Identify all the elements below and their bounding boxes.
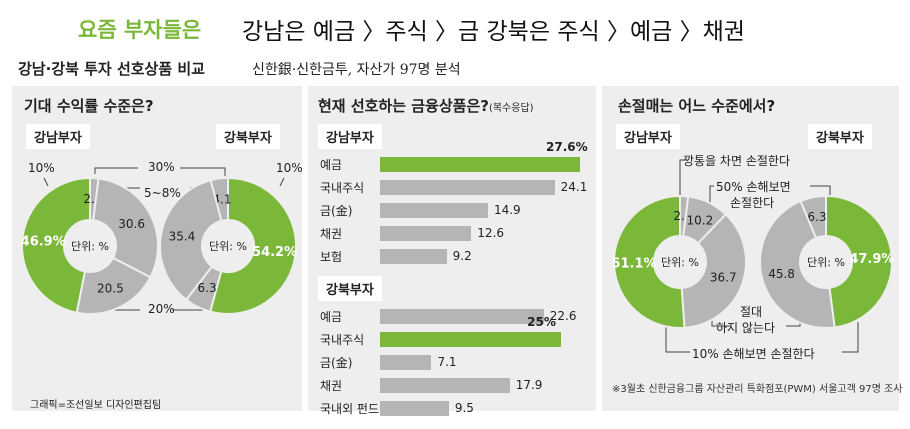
gangbuk-products-bar-4	[380, 401, 449, 416]
left-callout-10-a: 10%	[28, 161, 55, 175]
expected-return-gangbuk-donut-slice-3	[184, 265, 223, 313]
gangnam-products-category-4: 보험	[320, 250, 343, 264]
gangbuk-products-value-3: 17.9	[515, 378, 543, 392]
stop-loss-gangbuk-donut-value-label-0: 47.9%	[849, 252, 894, 267]
middle-panel-title: 현재 선호하는 금융상품은?	[318, 97, 489, 115]
gangbuk-products-category-1: 국내주식	[320, 333, 365, 347]
stop-loss-gangbuk-donut-unit-label: 단위: %	[807, 256, 845, 269]
expected-return-gangnam-donut-unit-label: 단위: %	[71, 240, 109, 253]
stop-loss-gangnam-donut-slice-0	[613, 194, 686, 329]
gangbuk-products-value-4: 9.5	[454, 401, 474, 415]
middle-gangnam-label: 강남부자	[318, 124, 382, 149]
expected-return-gangnam-donut-slice-2	[92, 177, 159, 279]
gangnam-products-bar-1	[380, 180, 555, 195]
gangnam-products-bar-4	[380, 249, 447, 264]
right-callout-50-b: 손절한다	[730, 196, 775, 210]
gangbuk-products-category-2: 금(金)	[320, 356, 353, 370]
right-callout-never-b: 하지 않는다	[716, 321, 776, 335]
left-callout-20: 20%	[148, 302, 175, 316]
left-callout-30: 30%	[148, 160, 175, 174]
right-panel-title: 손절매는 어느 수준에서?	[618, 97, 776, 115]
gangnam-products-value-0: 27.6%	[546, 140, 588, 154]
right-callout-never-a: 절대	[740, 305, 763, 319]
expected-return-gangnam-donut-slice-0	[21, 176, 91, 314]
gangbuk-products-value-2: 7.1	[437, 355, 457, 369]
right-callout-10pct: 10% 손해보면 손절한다	[692, 347, 815, 361]
gangnam-products-bar-2	[380, 203, 488, 218]
gangnam-products-category-0: 예금	[320, 158, 343, 172]
gangbuk-products-category-4: 국내외 펀드	[320, 402, 380, 416]
gangnam-products-category-3: 채권	[320, 227, 343, 241]
stop-loss-gangbuk-donut-slice-2	[759, 199, 836, 329]
stop-loss-gangnam-donut: 51.1%2.010.236.7단위: %	[611, 194, 747, 329]
expected-return-gangnam-donut-value-label-3: 20.5	[97, 281, 124, 295]
stop-loss-gangnam-donut-slice-3	[680, 213, 747, 329]
header-source: 신한銀·신한금투, 자산가 97명 분석	[252, 62, 461, 78]
gangnam-products-bar-0	[380, 157, 580, 172]
expected-return-gangnam-donut: 46.9%2.030.620.5단위: %	[21, 176, 159, 315]
gangbuk-products-value-1: 25%	[527, 315, 556, 329]
expected-return-gangbuk-donut-value-label-3: 6.3	[198, 281, 217, 295]
gangnam-products-value-1: 24.1	[560, 180, 588, 194]
right-callout-50-a: 50% 손해보면	[716, 180, 791, 194]
gangbuk-products-bar-1	[380, 332, 562, 347]
stop-loss-gangbuk-donut: 47.9% 6.3 45.8 단위: %	[759, 194, 894, 329]
left-gangnam-label: 강남부자	[26, 124, 90, 149]
stop-loss-gangnam-donut-value-label-3: 36.7	[710, 271, 737, 285]
gangnam-products-value-3: 12.6	[477, 226, 505, 240]
stop-loss-gangnam-donut-value-label-0: 51.1%	[611, 257, 656, 272]
stop-loss-gangbuk-donut-value-label-1: 6.3	[807, 210, 826, 224]
header-subtitle: 강남·강북 투자 선호상품 비교	[18, 60, 205, 78]
stop-loss-gangnam-donut-value-label-2: 10.2	[686, 214, 713, 228]
expected-return-gangbuk-donut-slice-0	[209, 176, 297, 315]
right-gangnam-label: 강남부자	[616, 124, 680, 149]
expected-return-gangnam-donut-slice-3	[75, 256, 152, 315]
gangnam-products-value-4: 9.2	[452, 249, 472, 263]
expected-return-gangnam-donut-value-label-2: 30.6	[118, 217, 145, 231]
gangbuk-products-bar-2	[380, 355, 432, 370]
left-callout-5-8: 5~8%	[144, 186, 181, 200]
stop-loss-gangbuk-donut-value-label-2: 45.8	[768, 267, 795, 281]
gangnam-products-bar-3	[380, 226, 472, 241]
gangbuk-products-category-3: 채권	[320, 379, 343, 393]
header-highlight: 요즘 부자들은	[78, 18, 202, 42]
expected-return-gangbuk-donut-value-label-0: 54.2%	[252, 245, 297, 260]
gangbuk-products-category-0: 예금	[320, 310, 343, 324]
expected-return-gangbuk-donut-value-label-2: 35.4	[169, 230, 196, 244]
left-gangbuk-label: 강북부자	[216, 124, 280, 149]
gangnam-products-category-1: 국내주식	[320, 181, 365, 195]
right-gangbuk-label: 강북부자	[808, 124, 872, 149]
left-callout-10-b: 10%	[276, 161, 303, 175]
gangnam-products-category-2: 금(金)	[320, 204, 353, 218]
gangnam-products-value-2: 14.9	[493, 203, 521, 217]
expected-return-gangbuk-donut-slice-2	[159, 179, 223, 302]
left-panel-title: 기대 수익률 수준은?	[24, 97, 154, 115]
expected-return-gangbuk-donut-unit-label: 단위: %	[209, 240, 247, 253]
stop-loss-gangbuk-donut-slice-0	[825, 194, 893, 329]
left-credit: 그래픽=조선일보 디자인편집팀	[30, 400, 162, 411]
right-callout-bankrupt: 깡통을 차면 손절한다	[683, 154, 790, 168]
gangbuk-products-value-0: 22.6	[549, 309, 577, 323]
header-title: 강남은 예금 〉주식 〉금 강북은 주식 〉예금 〉채권	[242, 19, 745, 45]
expected-return-gangbuk-donut: 54.2%4.135.46.3단위: %	[159, 176, 297, 315]
middle-gangbuk-label: 강북부자	[318, 276, 382, 301]
gangbuk-products-bar-3	[380, 378, 510, 393]
right-footnote: ※3월초 신한금융그룹 자산관리 특화점포(PWM) 서울고객 97명 조사	[612, 384, 903, 395]
stop-loss-gangnam-donut-unit-label: 단위: %	[661, 256, 699, 269]
gangbuk-products-bar-0	[380, 309, 544, 324]
middle-panel-title-note: (복수응답)	[488, 103, 534, 114]
expected-return-gangnam-donut-value-label-0: 46.9%	[21, 234, 66, 249]
middle-panel-title-wrap: 현재 선호하는 금융상품은?(복수응답)	[318, 95, 534, 116]
